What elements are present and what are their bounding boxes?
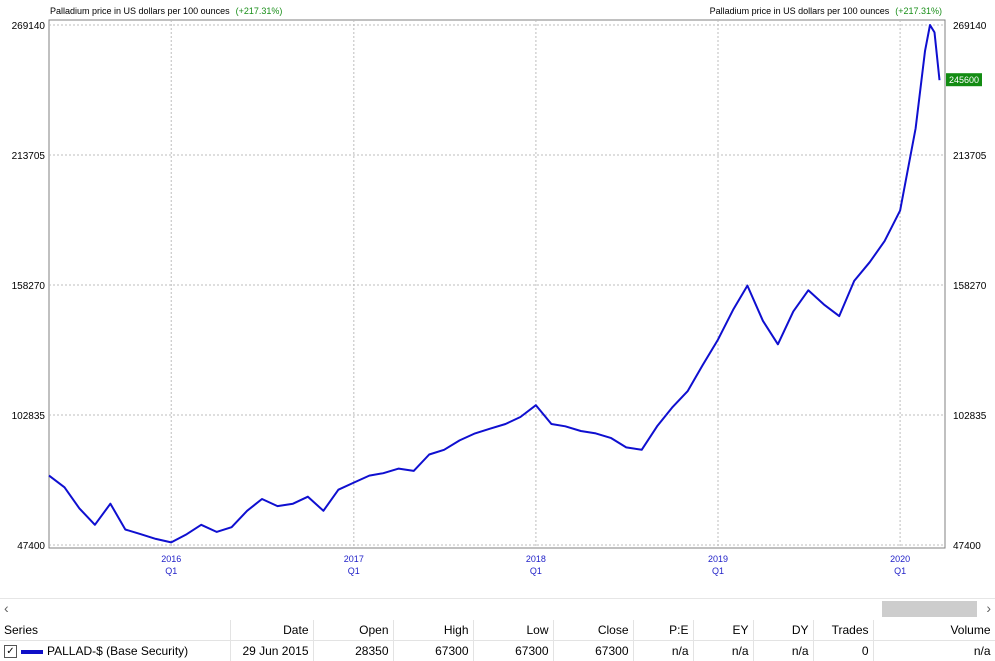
y-tick-label-left: 102835 bbox=[12, 411, 46, 422]
col-header-series[interactable]: Series bbox=[0, 620, 230, 641]
col-header-close[interactable]: Close bbox=[553, 620, 633, 641]
chart-title-right: Palladium price in US dollars per 100 ou… bbox=[710, 6, 890, 16]
x-tick-quarter: Q1 bbox=[165, 566, 177, 576]
last-price-marker: 245600 bbox=[946, 73, 982, 86]
cell-dy: n/a bbox=[753, 641, 813, 661]
col-header-dy[interactable]: DY bbox=[753, 620, 813, 641]
scrollbar-thumb[interactable] bbox=[882, 601, 977, 617]
series-table: Series Date Open High Low Close P:E EY D… bbox=[0, 620, 995, 661]
series-color-swatch bbox=[21, 650, 43, 654]
cell-close: 67300 bbox=[553, 641, 633, 661]
y-tick-label-right: 158270 bbox=[953, 281, 987, 292]
col-header-volume[interactable]: Volume bbox=[873, 620, 995, 641]
horizontal-scrollbar[interactable]: ‹ › bbox=[0, 598, 995, 619]
cell-volume: n/a bbox=[873, 641, 995, 661]
y-tick-label-left: 269140 bbox=[12, 21, 46, 32]
x-tick-quarter: Q1 bbox=[348, 566, 360, 576]
cell-trades: 0 bbox=[813, 641, 873, 661]
cell-pe: n/a bbox=[633, 641, 693, 661]
col-header-trades[interactable]: Trades bbox=[813, 620, 873, 641]
scroll-right-icon[interactable]: › bbox=[986, 600, 991, 616]
price-chart: Palladium price in US dollars per 100 ou… bbox=[0, 0, 995, 598]
cell-date: 29 Jun 2015 bbox=[230, 641, 313, 661]
y-tick-label-left: 47400 bbox=[17, 541, 45, 552]
table-row[interactable]: ✓ PALLAD-$ (Base Security) 29 Jun 2015 28… bbox=[0, 641, 995, 661]
col-header-ey[interactable]: EY bbox=[693, 620, 753, 641]
chart-change-right: (+217.31%) bbox=[895, 6, 942, 16]
cell-series: ✓ PALLAD-$ (Base Security) bbox=[0, 641, 230, 661]
table-header-row: Series Date Open High Low Close P:E EY D… bbox=[0, 620, 995, 641]
series-visible-checkbox[interactable]: ✓ bbox=[4, 645, 17, 658]
x-tick-quarter: Q1 bbox=[530, 566, 542, 576]
series-name: PALLAD-$ (Base Security) bbox=[47, 644, 188, 658]
cell-ey: n/a bbox=[693, 641, 753, 661]
last-price-label: 245600 bbox=[949, 75, 979, 85]
x-tick-quarter: Q1 bbox=[894, 566, 906, 576]
col-header-date[interactable]: Date bbox=[230, 620, 313, 641]
x-tick-year: 2018 bbox=[526, 554, 546, 564]
chart-change-left: (+217.31%) bbox=[236, 6, 283, 16]
cell-low: 67300 bbox=[473, 641, 553, 661]
x-tick-year: 2019 bbox=[708, 554, 728, 564]
cell-high: 67300 bbox=[393, 641, 473, 661]
y-tick-label-right: 213705 bbox=[953, 151, 987, 162]
y-tick-label-right: 269140 bbox=[953, 21, 987, 32]
x-tick-quarter: Q1 bbox=[712, 566, 724, 576]
x-tick-year: 2017 bbox=[344, 554, 364, 564]
x-tick-year: 2020 bbox=[890, 554, 910, 564]
col-header-open[interactable]: Open bbox=[313, 620, 393, 641]
y-tick-label-right: 47400 bbox=[953, 541, 981, 552]
y-tick-label-right: 102835 bbox=[953, 411, 987, 422]
scroll-left-icon[interactable]: ‹ bbox=[4, 600, 9, 616]
col-header-high[interactable]: High bbox=[393, 620, 473, 641]
x-axis: 2016 Q1 2017 Q1 2018 Q1 2019 Q1 2020 Q1 bbox=[161, 554, 910, 576]
y-tick-label-left: 158270 bbox=[12, 281, 46, 292]
col-header-pe[interactable]: P:E bbox=[633, 620, 693, 641]
plot-area bbox=[49, 20, 945, 548]
cell-open: 28350 bbox=[313, 641, 393, 661]
y-tick-label-left: 213705 bbox=[12, 151, 46, 162]
x-tick-year: 2016 bbox=[161, 554, 181, 564]
chart-title-left: Palladium price in US dollars per 100 ou… bbox=[50, 6, 230, 16]
col-header-low[interactable]: Low bbox=[473, 620, 553, 641]
